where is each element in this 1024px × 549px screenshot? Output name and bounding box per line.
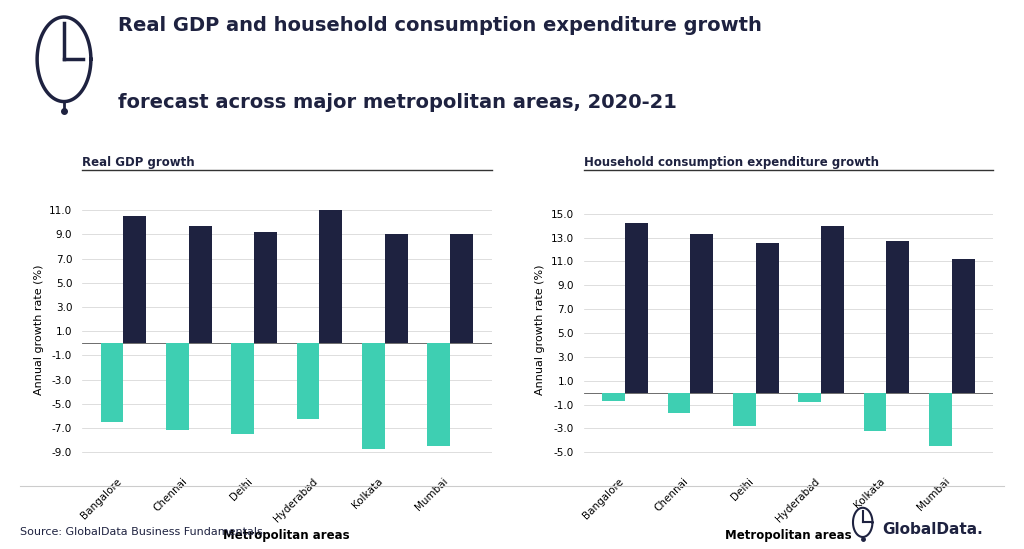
Bar bbox=[450, 234, 473, 343]
Text: forecast across major metropolitan areas, 2020-21: forecast across major metropolitan areas… bbox=[118, 93, 677, 113]
Text: Household consumption expenditure growth: Household consumption expenditure growth bbox=[584, 155, 879, 169]
X-axis label: Metropolitan areas: Metropolitan areas bbox=[223, 529, 350, 542]
Bar bbox=[863, 393, 887, 431]
Text: Source: GlobalData Business Fundamentals: Source: GlobalData Business Fundamentals bbox=[20, 527, 263, 537]
Bar bbox=[297, 343, 319, 419]
Bar bbox=[427, 343, 450, 446]
Bar bbox=[188, 226, 212, 343]
Y-axis label: Annual growth rate (%): Annual growth rate (%) bbox=[34, 264, 43, 395]
Bar bbox=[100, 343, 124, 422]
Bar bbox=[361, 343, 385, 449]
Text: Real GDP and household consumption expenditure growth: Real GDP and household consumption expen… bbox=[118, 16, 762, 36]
Bar bbox=[231, 343, 254, 434]
Bar bbox=[626, 223, 648, 393]
Bar bbox=[887, 241, 909, 393]
Bar bbox=[690, 234, 714, 393]
Bar bbox=[799, 393, 821, 402]
Bar bbox=[668, 393, 690, 413]
Bar bbox=[166, 343, 188, 430]
Bar bbox=[254, 232, 276, 343]
Bar bbox=[602, 393, 626, 401]
Bar bbox=[951, 259, 975, 393]
Bar bbox=[124, 216, 146, 343]
Bar bbox=[385, 234, 408, 343]
Y-axis label: Annual growth rate (%): Annual growth rate (%) bbox=[536, 264, 545, 395]
Text: Real GDP growth: Real GDP growth bbox=[82, 155, 195, 169]
Bar bbox=[929, 393, 951, 446]
X-axis label: Metropolitan areas: Metropolitan areas bbox=[725, 529, 852, 542]
Bar bbox=[319, 210, 342, 343]
Text: GlobalData.: GlobalData. bbox=[883, 522, 983, 537]
Bar bbox=[821, 226, 844, 393]
Bar bbox=[733, 393, 756, 426]
Bar bbox=[756, 243, 778, 393]
